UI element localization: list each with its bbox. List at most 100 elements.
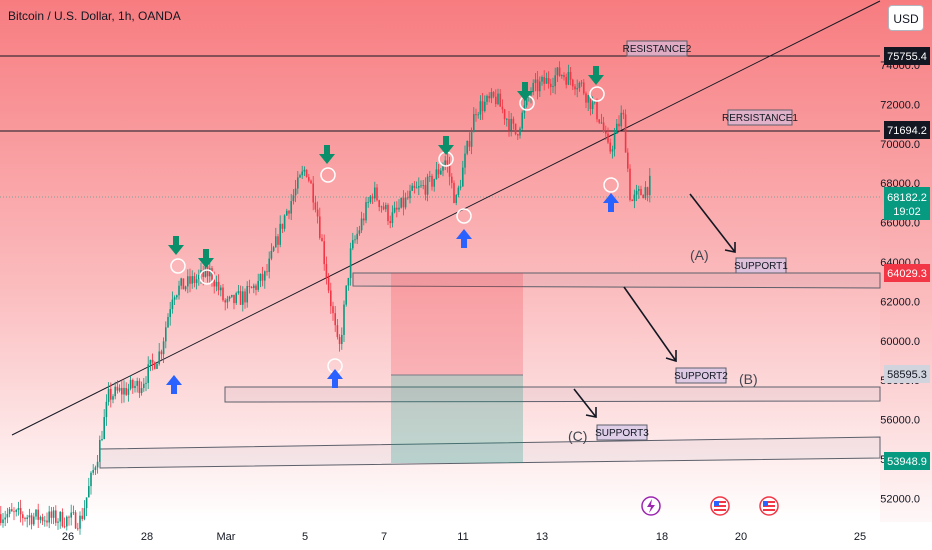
price-badge-support1: 64029.3 xyxy=(884,264,930,282)
candle-body xyxy=(297,177,299,189)
swing-point-circle xyxy=(603,177,619,193)
candle-body xyxy=(30,515,33,525)
candle-body xyxy=(609,142,611,152)
candle-body xyxy=(457,187,460,195)
time-tick-label: 25 xyxy=(854,531,866,543)
candle-body xyxy=(624,114,627,153)
svg-text:71694.2: 71694.2 xyxy=(887,125,927,137)
candle-body xyxy=(39,516,42,520)
candle-body xyxy=(145,382,147,384)
candle-body xyxy=(600,122,603,124)
svg-text:19:02: 19:02 xyxy=(893,206,921,218)
candle-body xyxy=(316,209,319,217)
scenario-label-b: (B) xyxy=(739,371,758,387)
time-axis-ticks: 26 28 Mar 5 7 11 13 18 20 25 xyxy=(62,531,866,543)
candle-body xyxy=(81,515,83,520)
candle-body xyxy=(72,512,75,514)
candle-body xyxy=(182,278,185,290)
candle-body xyxy=(105,401,108,418)
candle-body xyxy=(490,92,493,99)
candle-body xyxy=(602,122,605,132)
candle-body xyxy=(407,197,409,199)
candle-body xyxy=(330,290,332,307)
svg-text:58595.3: 58595.3 xyxy=(887,369,927,381)
ascending-trendline xyxy=(11,0,881,436)
candle-body xyxy=(567,72,570,85)
candle-body xyxy=(180,278,182,286)
candle-body xyxy=(121,387,123,395)
candle-body xyxy=(550,83,552,88)
candle-body xyxy=(143,383,145,389)
candle-body xyxy=(495,96,497,105)
candle-body xyxy=(4,517,6,520)
candle-body xyxy=(303,169,306,172)
candle-body xyxy=(479,101,482,115)
svg-text:64029.3: 64029.3 xyxy=(887,268,927,280)
candle-body xyxy=(288,210,290,214)
time-tick-label: 18 xyxy=(656,531,668,543)
candle-body xyxy=(437,169,440,175)
swing-point-circle xyxy=(170,258,186,274)
lightning-event-icon[interactable] xyxy=(641,496,661,516)
candle-body xyxy=(371,196,374,199)
candle-body xyxy=(541,76,543,82)
candle-body xyxy=(534,79,537,83)
candle-body xyxy=(70,512,72,518)
candle-body xyxy=(50,511,53,518)
candle-body xyxy=(28,515,31,518)
candle-body xyxy=(165,327,167,342)
chart-title: Bitcoin / U.S. Dollar, 1h, OANDA xyxy=(8,9,181,23)
candle-body xyxy=(352,240,354,249)
us-economic-event-icon[interactable] xyxy=(710,496,730,516)
candle-body xyxy=(378,200,380,207)
candle-body xyxy=(596,101,598,120)
candle-body xyxy=(431,175,433,187)
candle-body xyxy=(286,210,288,216)
candle-body xyxy=(453,182,455,204)
currency-button[interactable]: USD xyxy=(888,5,924,31)
price-tick-label: 52000.0 xyxy=(880,493,920,505)
candle-body xyxy=(114,386,116,397)
candle-body xyxy=(321,237,323,242)
candle-body xyxy=(220,287,222,291)
candle-body xyxy=(611,149,614,152)
candle-body xyxy=(136,380,138,386)
candle-body xyxy=(162,341,165,355)
candle-body xyxy=(422,185,424,186)
price-tick-label: 60000.0 xyxy=(880,336,920,348)
candle-body xyxy=(11,509,13,512)
candle-body xyxy=(492,92,495,97)
candle-body xyxy=(15,509,17,512)
sell-arrow-icon xyxy=(168,236,184,255)
candle-body xyxy=(308,176,310,181)
sell-arrow-icon xyxy=(198,249,214,268)
candle-body xyxy=(545,77,548,84)
candle-body xyxy=(455,194,457,204)
candle-body xyxy=(336,325,339,337)
price-badge-current: 68182.2 19:02 xyxy=(884,187,930,220)
svg-text:RERSISTANCE1: RERSISTANCE1 xyxy=(722,113,798,124)
candle-body xyxy=(536,79,539,92)
candle-body xyxy=(305,169,308,177)
candle-body xyxy=(396,207,398,210)
candle-body xyxy=(345,285,347,305)
buy-arrow-icon xyxy=(327,369,343,388)
candle-body xyxy=(55,510,57,523)
candle-body xyxy=(347,278,350,286)
candle-body xyxy=(470,132,473,147)
candle-body xyxy=(198,275,200,280)
candle-body xyxy=(253,285,255,289)
us-economic-event-icon[interactable] xyxy=(759,496,779,516)
svg-text:SUPPORT1: SUPPORT1 xyxy=(734,261,788,272)
chart-background xyxy=(0,0,880,522)
price-badge-support3: 53948.9 xyxy=(884,452,930,470)
time-tick-label: 11 xyxy=(457,531,468,543)
candle-body xyxy=(235,293,237,304)
position-target-zone xyxy=(391,375,523,463)
candle-body xyxy=(618,123,620,127)
candle-body xyxy=(332,306,334,314)
candle-body xyxy=(400,197,402,208)
candle-body xyxy=(156,363,158,369)
scenario-label-c: (C) xyxy=(568,428,587,444)
